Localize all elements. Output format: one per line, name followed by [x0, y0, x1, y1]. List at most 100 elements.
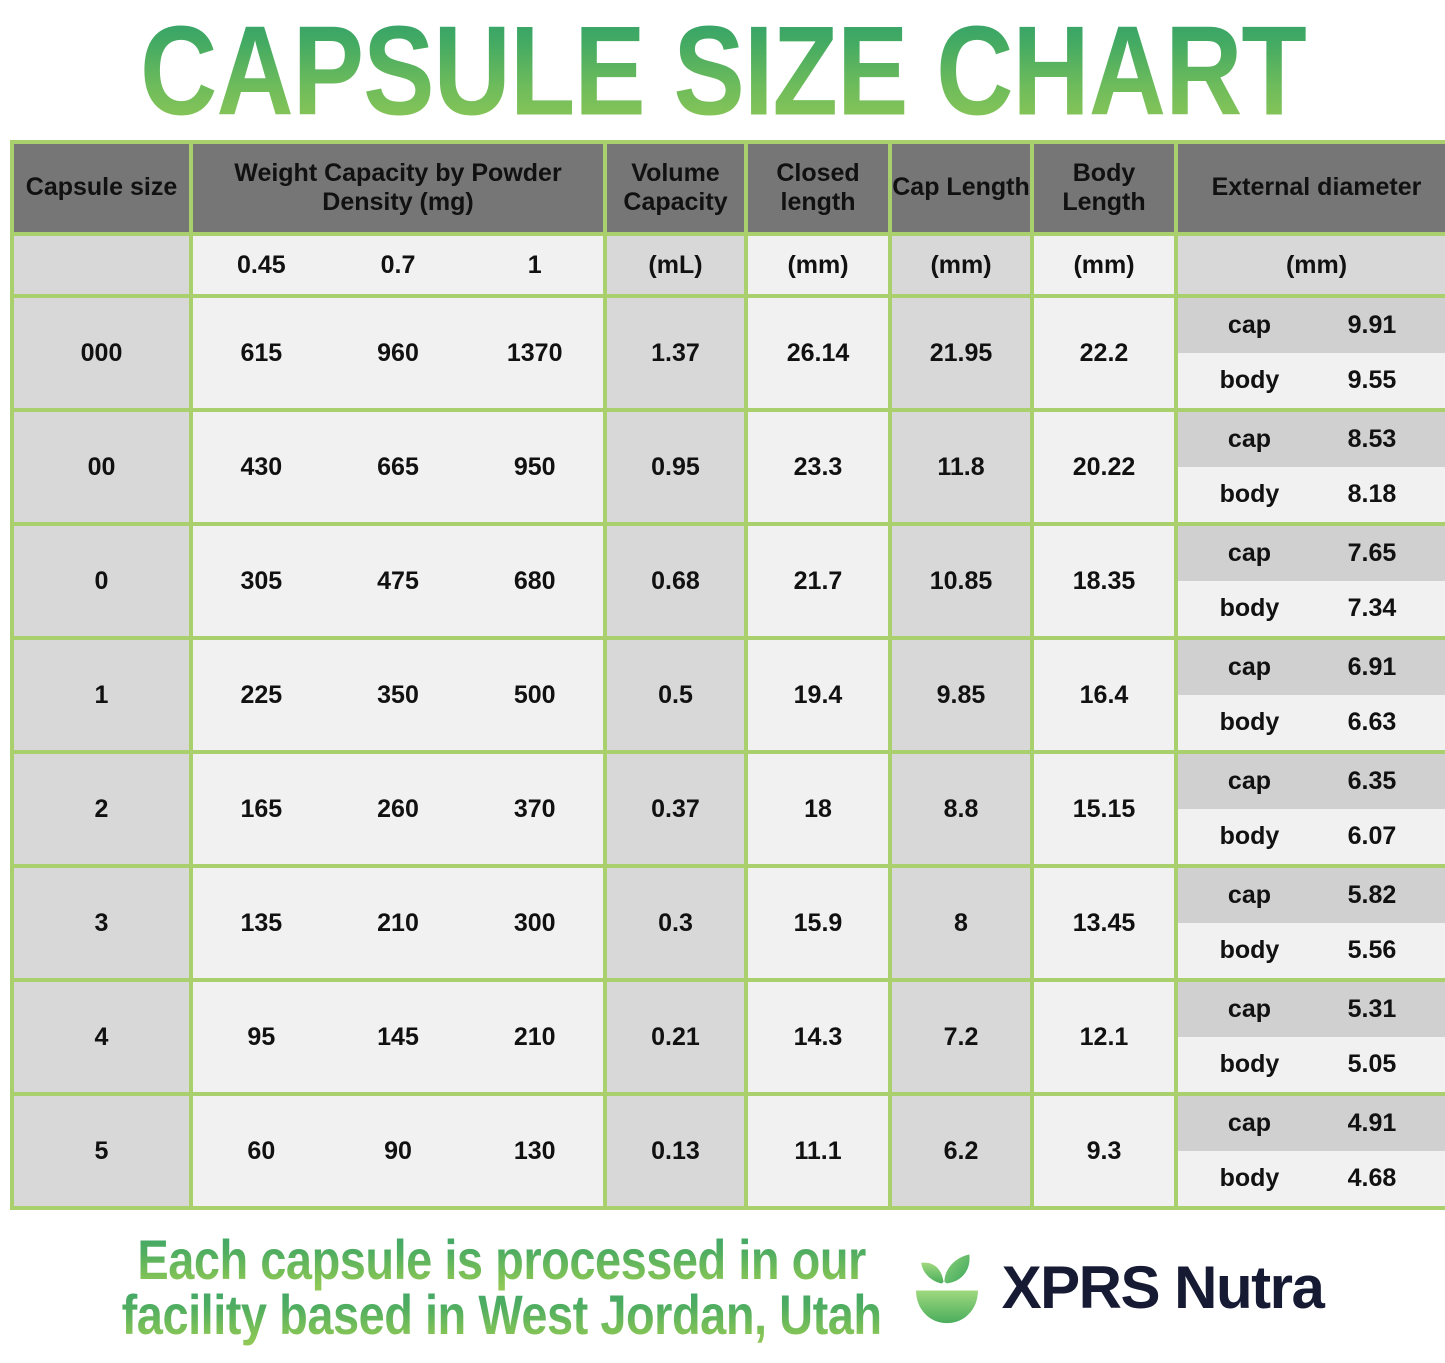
cell-closed-length: 19.4 [748, 640, 888, 750]
ext-cap-label: cap [1227, 995, 1272, 1023]
ext-body-row: body 5.05 [1178, 1037, 1445, 1092]
ext-body-value: 5.56 [1347, 936, 1397, 964]
cell-capsule-size: 4 [14, 982, 189, 1092]
title-bar: CAPSULE SIZE CHART [0, 0, 1445, 140]
cell-weight-capacity: 305 475 680 [193, 526, 603, 636]
cell-body-length: 15.15 [1034, 754, 1174, 864]
cell-capsule-size: 0 [14, 526, 189, 636]
ext-body-value: 6.63 [1347, 708, 1397, 736]
ext-cap-value: 5.31 [1347, 995, 1397, 1023]
ext-cap-value: 6.91 [1347, 653, 1397, 681]
ext-cap-row: cap 8.53 [1178, 412, 1445, 467]
ext-cap-row: cap 4.91 [1178, 1096, 1445, 1151]
cell-capsule-size: 2 [14, 754, 189, 864]
table-container: Capsule size Weight Capacity by Powder D… [0, 140, 1445, 1210]
ext-cap-value: 4.91 [1347, 1109, 1397, 1137]
cell-capsule-size: 00 [14, 412, 189, 522]
cell-weight-045: 165 [240, 794, 283, 823]
cell-weight-1: 1370 [506, 338, 563, 367]
ext-cap-label: cap [1227, 653, 1272, 681]
cell-weight-045: 305 [240, 566, 283, 595]
ext-cap-label: cap [1227, 767, 1272, 795]
ext-body-row: body 4.68 [1178, 1151, 1445, 1206]
cell-body-length: 16.4 [1034, 640, 1174, 750]
ext-cap-row: cap 7.65 [1178, 526, 1445, 581]
brand-name: XPRS Nutra [1001, 1253, 1325, 1321]
cell-volume-capacity: 0.5 [607, 640, 744, 750]
ext-body-label: body [1219, 366, 1280, 394]
cell-weight-capacity: 95 145 210 [193, 982, 603, 1092]
cell-closed-length: 26.14 [748, 298, 888, 408]
header-capsule-size: Capsule size [14, 144, 189, 232]
cell-weight-045: 430 [240, 452, 283, 481]
footer-line-2: facility based in West Jordan, Utah [121, 1283, 882, 1347]
cell-weight-045: 135 [240, 908, 283, 937]
cell-cap-length: 7.2 [892, 982, 1030, 1092]
ext-cap-value: 8.53 [1347, 425, 1397, 453]
cell-weight-07: 350 [377, 680, 419, 709]
table-header-row: Capsule size Weight Capacity by Powder D… [14, 144, 1445, 232]
ext-body-row: body 7.34 [1178, 581, 1445, 636]
cell-capsule-size: 000 [14, 298, 189, 408]
cell-body-length: 12.1 [1034, 982, 1174, 1092]
footer: Each capsule is processed in our facilit… [0, 1210, 1445, 1346]
table-unit-row: 0.45 0.7 1 (mL) (mm) (mm) (mm) (mm) [14, 236, 1445, 294]
cell-external-diameter: cap 5.31 body 5.05 [1178, 982, 1445, 1092]
footer-text-block: Each capsule is processed in our facilit… [122, 1228, 882, 1346]
cell-closed-length: 21.7 [748, 526, 888, 636]
cell-weight-07: 260 [377, 794, 419, 823]
cell-volume-capacity: 0.13 [607, 1096, 744, 1206]
ext-cap-label: cap [1227, 1109, 1272, 1137]
ext-body-label: body [1219, 1164, 1280, 1192]
mortar-leaf-icon [904, 1244, 990, 1330]
ext-body-label: body [1219, 1050, 1280, 1078]
table-row: 4 95 145 210 0.21 14.3 7.2 12.1 cap 5.31 body 5.05 [14, 982, 1445, 1092]
cell-body-length: 9.3 [1034, 1096, 1174, 1206]
cell-closed-length: 11.1 [748, 1096, 888, 1206]
cell-weight-capacity: 615 960 1370 [193, 298, 603, 408]
ext-body-value: 8.18 [1347, 480, 1397, 508]
cell-weight-capacity: 165 260 370 [193, 754, 603, 864]
unit-capsule-size [14, 236, 189, 294]
ext-body-value: 6.07 [1347, 822, 1397, 850]
cell-body-length: 13.45 [1034, 868, 1174, 978]
unit-volume-capacity: (mL) [607, 236, 744, 294]
ext-cap-row: cap 6.35 [1178, 754, 1445, 809]
cell-closed-length: 15.9 [748, 868, 888, 978]
cell-weight-1: 210 [513, 1022, 556, 1051]
cell-weight-capacity: 135 210 300 [193, 868, 603, 978]
ext-body-label: body [1219, 708, 1280, 736]
cell-closed-length: 14.3 [748, 982, 888, 1092]
ext-body-value: 4.68 [1347, 1164, 1397, 1192]
cell-weight-045: 225 [240, 680, 283, 709]
ext-cap-label: cap [1227, 539, 1272, 567]
header-cap-length: Cap Length [892, 144, 1030, 232]
cell-cap-length: 10.85 [892, 526, 1030, 636]
cell-weight-07: 960 [377, 338, 419, 367]
cell-weight-07: 90 [384, 1136, 412, 1165]
cell-weight-07: 665 [377, 452, 419, 481]
cell-weight-07: 145 [377, 1022, 419, 1051]
cell-weight-1: 130 [513, 1136, 556, 1165]
table-row: 1 225 350 500 0.5 19.4 9.85 16.4 cap 6.91 body 6.63 [14, 640, 1445, 750]
cell-body-length: 20.22 [1034, 412, 1174, 522]
cell-volume-capacity: 0.68 [607, 526, 744, 636]
cell-weight-07: 210 [377, 908, 419, 937]
cell-weight-1: 300 [513, 908, 556, 937]
ext-cap-row: cap 9.91 [1178, 298, 1445, 353]
cell-cap-length: 11.8 [892, 412, 1030, 522]
cell-cap-length: 6.2 [892, 1096, 1030, 1206]
cell-volume-capacity: 1.37 [607, 298, 744, 408]
unit-closed-length: (mm) [748, 236, 888, 294]
ext-cap-row: cap 5.31 [1178, 982, 1445, 1037]
cell-cap-length: 8.8 [892, 754, 1030, 864]
cell-external-diameter: cap 5.82 body 5.56 [1178, 868, 1445, 978]
table-row: 3 135 210 300 0.3 15.9 8 13.45 cap 5.82 body 5.56 [14, 868, 1445, 978]
footer-line-1: Each capsule is processed in our [122, 1227, 882, 1292]
cell-weight-1: 950 [513, 452, 556, 481]
header-weight-capacity: Weight Capacity by Powder Density (mg) [193, 144, 603, 232]
cell-weight-045: 615 [240, 338, 283, 367]
ext-body-row: body 5.56 [1178, 923, 1445, 978]
unit-external-diameter: (mm) [1178, 236, 1445, 294]
header-body-length: Body Length [1034, 144, 1174, 232]
